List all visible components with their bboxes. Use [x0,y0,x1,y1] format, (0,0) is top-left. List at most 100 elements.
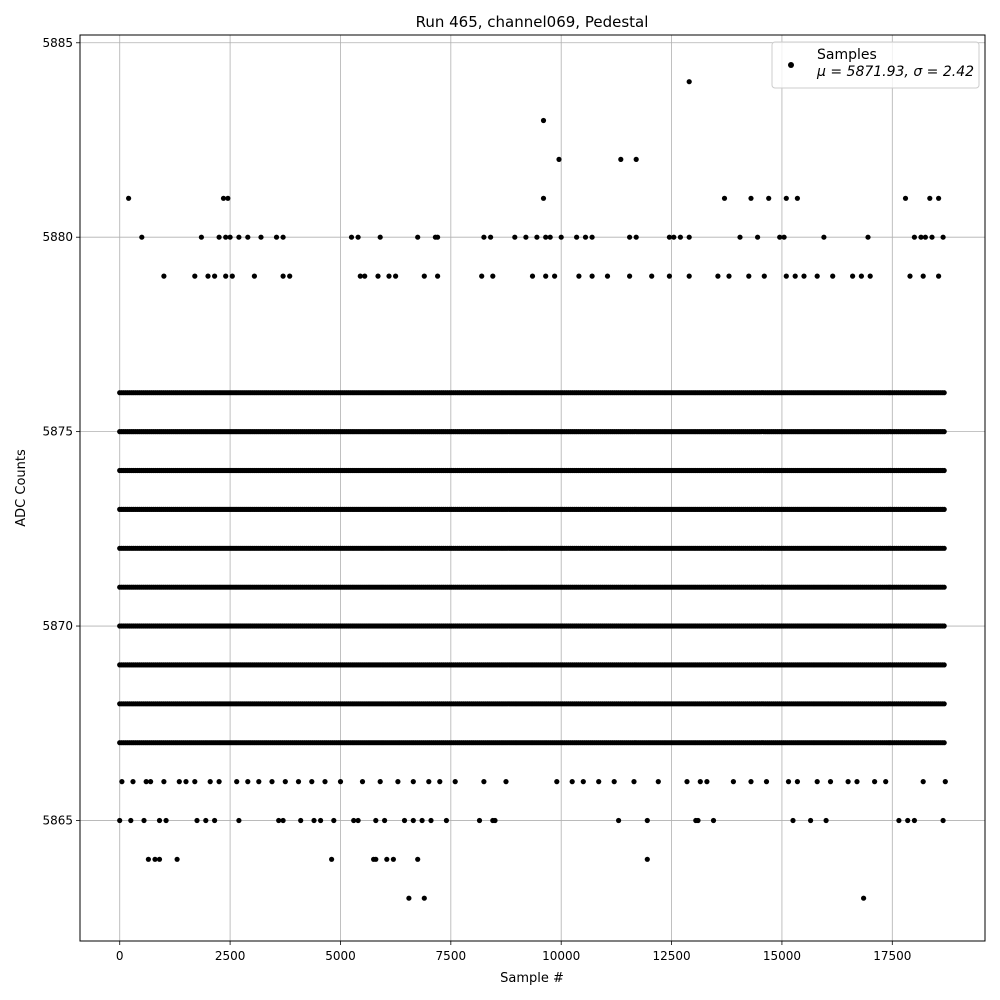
data-point [163,817,169,824]
data-point [161,779,167,785]
data-point [192,779,198,785]
data-point [223,273,229,279]
data-point [936,195,942,201]
data-point [426,779,432,785]
data-point [410,779,416,785]
data-point [814,779,820,785]
data-point [794,195,801,201]
data-point [351,817,357,824]
data-point [569,779,575,785]
data-point [161,273,167,279]
data-point [655,779,661,785]
data-point [861,895,867,901]
data-point [552,273,558,279]
data-point [128,817,134,824]
data-point [139,234,145,240]
y-tick-label: 5875 [42,425,73,439]
data-point [783,195,789,201]
data-point [627,234,633,240]
data-point [941,390,947,396]
data-point [940,817,946,824]
plot-frame [79,34,986,942]
data-point [649,273,655,279]
data-point [406,895,412,901]
data-point [236,234,242,240]
data-point [540,195,547,201]
data-point [790,817,796,824]
data-point [492,817,498,824]
data-point [212,273,218,279]
data-point [395,779,401,785]
data-point [375,273,381,279]
data-point [280,273,286,279]
x-tick-label: 2500 [215,949,246,963]
data-point [631,779,637,785]
data-point [823,817,829,824]
data-point [309,779,315,785]
data-point [686,234,692,240]
data-point [488,234,494,240]
data-point [941,623,947,629]
data-point [183,779,189,785]
data-point [547,234,553,240]
data-point [152,856,158,862]
legend: Samples μ = 5871.93, σ = 2.42 [771,41,980,89]
data-point [801,273,807,279]
data-point [415,234,421,240]
data-point [715,273,721,279]
x-tick-label: 17500 [873,949,911,963]
data-point [141,817,147,824]
data-point [766,195,772,201]
data-point [854,779,860,785]
data-point [384,856,390,862]
data-point [746,273,752,279]
data-point [401,817,408,824]
data-point [792,273,798,279]
plot-area-background [80,35,985,941]
data-point [666,234,673,240]
data-point [337,779,344,785]
data-point [490,273,496,279]
data-point [695,817,701,824]
data-point [373,817,379,824]
data-point [941,429,947,435]
data-point [251,273,257,279]
data-point [704,779,710,785]
data-point [377,779,383,785]
data-point [941,662,947,668]
data-point [207,779,213,785]
x-tick-label: 10000 [542,949,580,963]
data-point [920,273,926,279]
data-point [907,273,913,279]
data-point [845,779,851,785]
data-point [616,817,622,824]
data-point [556,156,562,162]
data-point [726,273,732,279]
data-point [355,817,361,824]
y-axis-label: ADC Counts [14,449,29,527]
data-point [377,234,383,240]
data-point [755,234,761,240]
data-point [604,273,611,279]
data-point [872,779,878,785]
data-point [710,817,717,824]
data-point [814,273,820,279]
data-point [203,817,209,824]
data-point [390,856,396,862]
data-point [382,817,388,824]
data-point [419,817,425,824]
data-point [922,234,929,240]
data-point [421,895,427,901]
data-point [503,779,509,785]
data-point [748,779,754,785]
data-point [763,779,770,785]
data-point [117,817,123,824]
data-point [245,234,251,240]
data-point [611,779,617,785]
data-point [512,234,518,240]
data-point [148,779,154,785]
data-point [223,234,229,240]
data-point [443,817,449,824]
data-point [216,779,222,785]
data-point [781,234,787,240]
